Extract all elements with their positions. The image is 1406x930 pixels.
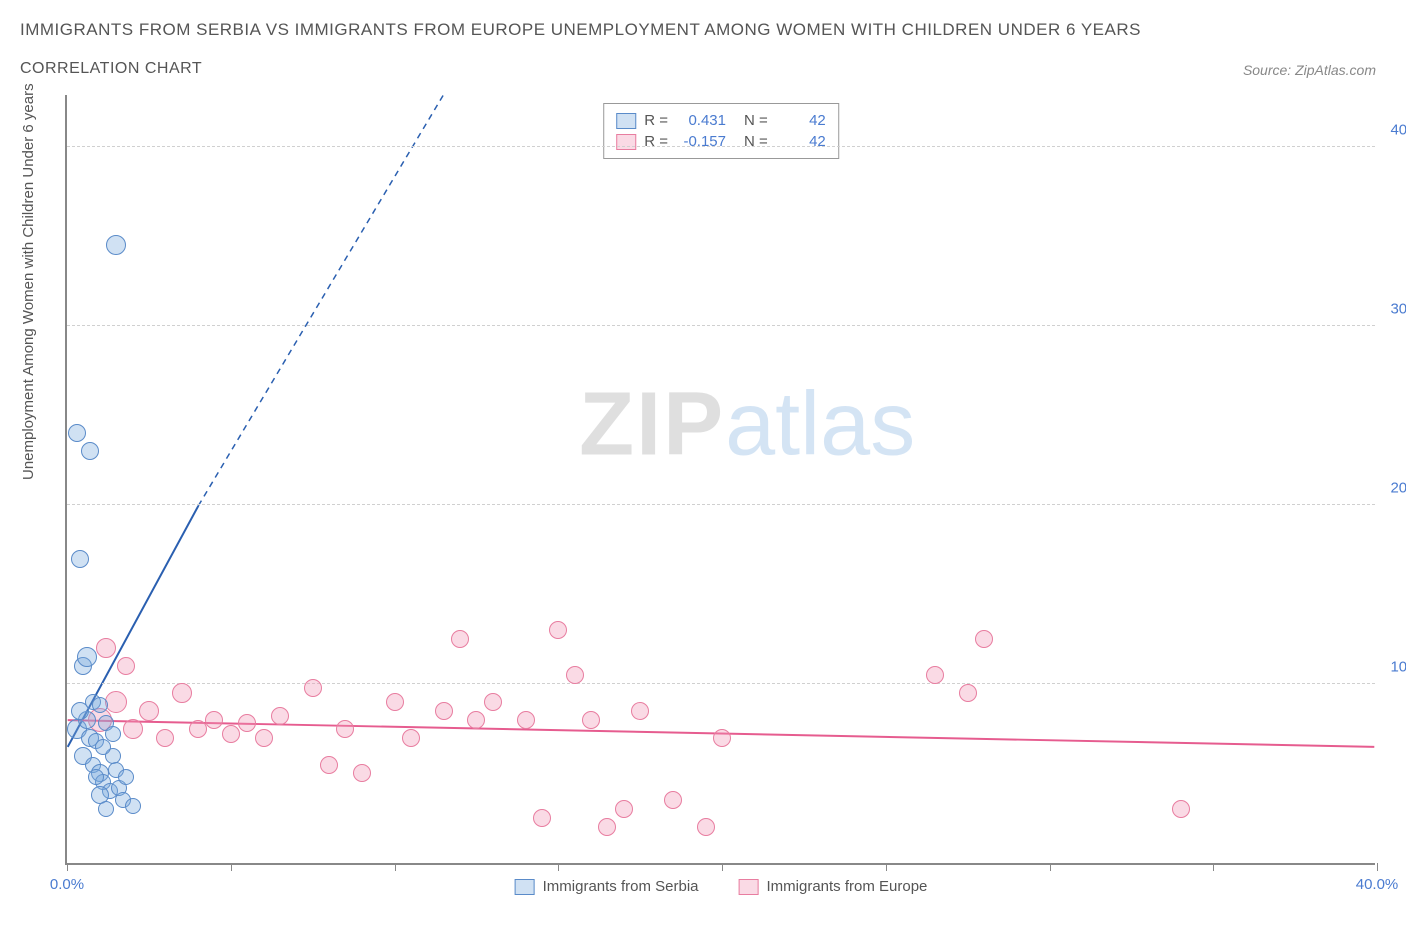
gridline-h [67, 146, 1375, 147]
europe-point [96, 638, 116, 658]
legend-swatch [515, 879, 535, 895]
legend-swatch [738, 879, 758, 895]
x-tick-label: 0.0% [50, 876, 84, 893]
n-value: 42 [776, 112, 826, 129]
europe-point [139, 701, 159, 721]
europe-point [117, 657, 135, 675]
n-label: N = [744, 133, 768, 150]
europe-point [105, 691, 127, 713]
stats-legend-box: R = 0.431 N = 42 R = -0.157 N = 42 [603, 103, 839, 159]
europe-point [238, 714, 256, 732]
europe-point [566, 666, 584, 684]
europe-point [517, 711, 535, 729]
europe-point [615, 800, 633, 818]
europe-point [172, 683, 192, 703]
r-label: R = [644, 112, 668, 129]
r-value: 0.431 [676, 112, 726, 129]
x-tick-label: 40.0% [1356, 876, 1399, 893]
x-tick [231, 863, 232, 871]
y-axis-label: Unemployment Among Women with Children U… [20, 83, 37, 480]
europe-point [451, 630, 469, 648]
x-tick [395, 863, 396, 871]
y-tick-label: 30.0% [1390, 300, 1406, 317]
serbia-point [88, 769, 104, 785]
stats-legend-row: R = -0.157 N = 42 [616, 131, 826, 152]
watermark-atlas: atlas [725, 375, 915, 475]
europe-point [582, 711, 600, 729]
serbia-point [68, 424, 86, 442]
trend-lines-svg [67, 95, 1375, 863]
gridline-h [67, 325, 1375, 326]
europe-point [975, 630, 993, 648]
europe-point [484, 693, 502, 711]
europe-point [435, 702, 453, 720]
europe-point [598, 818, 616, 836]
serbia-point [118, 769, 134, 785]
legend-swatch [616, 134, 636, 150]
europe-point [255, 729, 273, 747]
chart-subtitle: CORRELATION CHART [20, 60, 202, 78]
x-tick [1050, 863, 1051, 871]
n-label: N = [744, 112, 768, 129]
source-attribution: Source: ZipAtlas.com [1243, 62, 1376, 78]
y-tick-label: 40.0% [1390, 121, 1406, 138]
x-tick [886, 863, 887, 871]
chart-title: IMMIGRANTS FROM SERBIA VS IMMIGRANTS FRO… [20, 20, 1141, 40]
europe-point [697, 818, 715, 836]
europe-point [156, 729, 174, 747]
serbia-point [106, 235, 126, 255]
europe-point [664, 791, 682, 809]
series-legend-item: Immigrants from Europe [738, 878, 927, 895]
europe-point [205, 711, 223, 729]
serbia-point [81, 442, 99, 460]
europe-point [271, 707, 289, 725]
x-tick [67, 863, 68, 871]
serbia-point [98, 801, 114, 817]
chart-plot-area: ZIPatlas R =0.431N =42R =-0.157N =42 Imm… [65, 95, 1375, 865]
series-legend: Immigrants from Serbia Immigrants from Eu… [515, 878, 928, 895]
europe-point [189, 720, 207, 738]
x-tick [1377, 863, 1378, 871]
europe-point [386, 693, 404, 711]
europe-point [123, 719, 143, 739]
x-tick [558, 863, 559, 871]
y-tick-label: 10.0% [1390, 658, 1406, 675]
europe-point [304, 679, 322, 697]
serbia-point [92, 697, 108, 713]
stats-legend-row: R = 0.431 N = 42 [616, 110, 826, 131]
europe-point [222, 725, 240, 743]
series-legend-item: Immigrants from Serbia [515, 878, 699, 895]
gridline-h [67, 504, 1375, 505]
y-tick-label: 20.0% [1390, 479, 1406, 496]
europe-point [631, 702, 649, 720]
europe-point [549, 621, 567, 639]
legend-swatch [616, 113, 636, 129]
europe-point [320, 756, 338, 774]
europe-point [926, 666, 944, 684]
europe-point [402, 729, 420, 747]
europe-point [467, 711, 485, 729]
europe-point [353, 764, 371, 782]
x-tick [1213, 863, 1214, 871]
europe-point [533, 809, 551, 827]
europe-point [1172, 800, 1190, 818]
trend-line [198, 95, 443, 506]
serbia-point [105, 726, 121, 742]
series-legend-label: Immigrants from Europe [766, 878, 927, 895]
watermark: ZIPatlas [579, 374, 915, 477]
serbia-point [71, 550, 89, 568]
watermark-zip: ZIP [579, 375, 725, 475]
serbia-point [125, 798, 141, 814]
europe-point [959, 684, 977, 702]
serbia-point [77, 647, 97, 667]
gridline-h [67, 683, 1375, 684]
x-tick [722, 863, 723, 871]
n-value: 42 [776, 133, 826, 150]
r-label: R = [644, 133, 668, 150]
europe-point [336, 720, 354, 738]
europe-point [713, 729, 731, 747]
series-legend-label: Immigrants from Serbia [543, 878, 699, 895]
r-value: -0.157 [676, 133, 726, 150]
